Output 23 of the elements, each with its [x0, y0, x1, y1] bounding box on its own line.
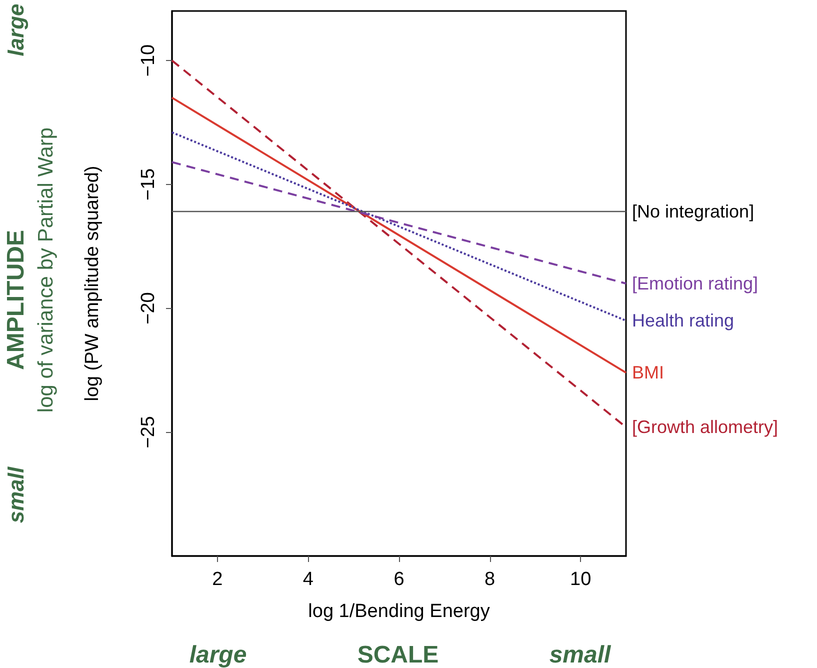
- series-label: BMI: [632, 362, 664, 383]
- text: large: [4, 4, 28, 56]
- x-tick-label: 8: [484, 569, 496, 590]
- y-tick-label: −15: [138, 168, 159, 201]
- text: small: [549, 642, 612, 668]
- x-tick-label: 2: [212, 569, 223, 590]
- text: large: [189, 642, 247, 668]
- y-tick-label: −20: [138, 292, 159, 324]
- series-label: [Emotion rating]: [632, 274, 758, 294]
- series-label: Health rating: [632, 310, 734, 331]
- x-tick-label: 4: [302, 569, 314, 590]
- text: small: [4, 466, 28, 524]
- x-axis-title: log 1/Bending Energy: [308, 601, 490, 622]
- ref-line-label: [No integration]: [632, 202, 754, 222]
- series-label: [Growth allometry]: [632, 417, 778, 438]
- text: AMPLITUDE: [2, 230, 30, 370]
- x-tick-label: 6: [394, 569, 404, 590]
- text: log of variance by Partial Warp: [34, 127, 58, 413]
- y-tick-label: −25: [138, 416, 159, 448]
- x-tick-label: 10: [570, 569, 592, 590]
- y-axis-title: log (PW amplitude squared): [82, 166, 103, 402]
- y-tick-label: −10: [138, 44, 159, 77]
- text: SCALE: [357, 642, 439, 668]
